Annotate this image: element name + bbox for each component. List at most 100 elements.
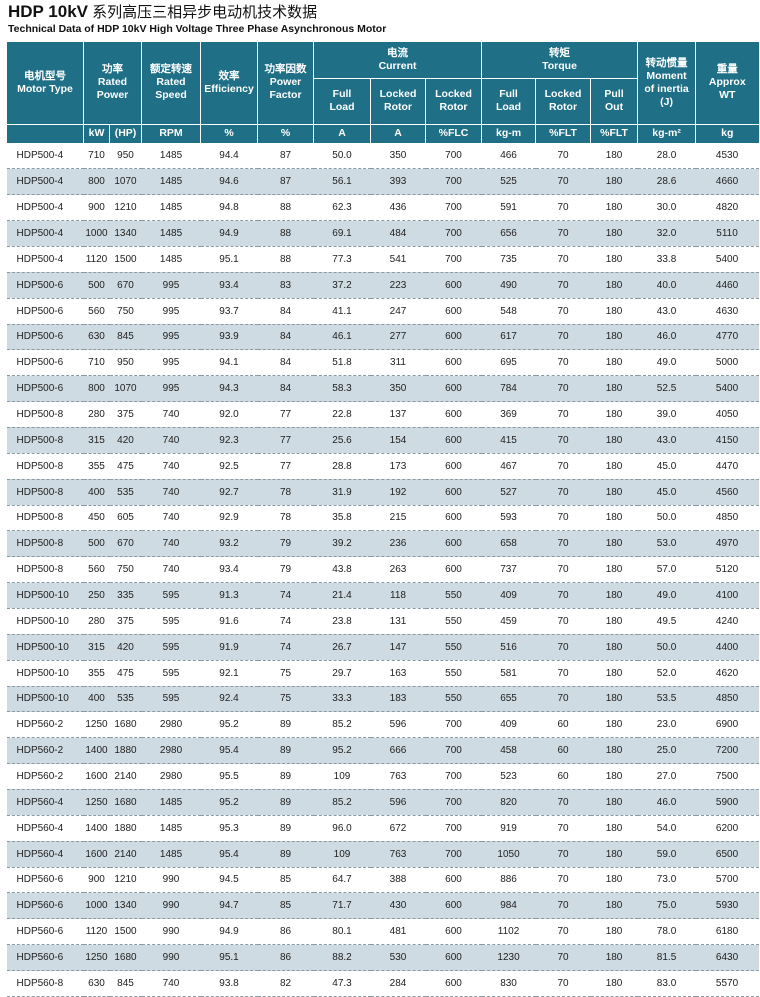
table-cell: 118: [370, 582, 426, 609]
table-cell: 490: [481, 272, 536, 299]
table-cell: 180: [590, 582, 638, 609]
header-power-factor-en2: Factor: [269, 89, 302, 102]
table-cell: 180: [590, 660, 638, 687]
table-cell: 995: [141, 324, 201, 351]
table-cell: 550: [425, 660, 482, 687]
table-cell: 1400: [83, 737, 110, 765]
table-cell: 600: [425, 298, 482, 325]
table-cell: 43.0: [637, 298, 696, 325]
table-cell: 763: [370, 763, 426, 790]
table-row: HDP560-6 1250 1680 990 95.1 86 88.2 530 600 1230 7…: [6, 944, 759, 971]
unit-cell: %FLT: [590, 124, 638, 144]
table-cell: 180: [590, 944, 638, 971]
motor-type-cell: HDP500-8: [6, 453, 84, 480]
header-efficiency-en: Efficiency: [204, 82, 254, 95]
table-row: HDP500-6 800 1070 995 94.3 84 58.3 350 600 784 70 1…: [6, 375, 759, 403]
table-cell: 70: [535, 401, 591, 428]
table-cell: 70: [535, 789, 591, 816]
table-cell: 180: [590, 892, 638, 920]
table-cell: 2980: [141, 711, 201, 739]
table-row: HDP560-6 900 1210 990 94.5 85 64.7 388 600 886 70 1…: [6, 867, 759, 894]
table-cell: 21.4: [313, 582, 371, 609]
table-cell: 595: [141, 582, 201, 609]
table-cell: 180: [590, 608, 638, 635]
table-cell: 700: [425, 143, 482, 170]
table-cell: 458: [481, 737, 536, 765]
table-cell: 1000: [83, 892, 110, 920]
table-row: HDP500-8 400 535 740 92.7 78 31.9 192 600 527 70 18…: [6, 479, 759, 506]
table-cell: 70: [535, 582, 591, 609]
table-cell: 70: [535, 324, 591, 351]
table-cell: 990: [141, 867, 201, 894]
header-rated-speed-cn: 额定转速: [150, 63, 193, 76]
motor-type-cell: HDP500-8: [6, 401, 84, 428]
table-cell: 1250: [83, 789, 110, 816]
motor-type-cell: HDP500-8: [6, 479, 84, 506]
table-cell: 180: [590, 246, 638, 273]
table-cell: 591: [481, 194, 536, 222]
table-cell: 247: [370, 298, 426, 325]
table-cell: 70: [535, 841, 591, 868]
table-cell: 69.1: [313, 220, 371, 247]
table-cell: 5570: [695, 970, 759, 997]
table-cell: 40.0: [637, 272, 696, 299]
table-cell: 180: [590, 789, 638, 816]
table-cell: 92.3: [200, 427, 258, 454]
table-cell: 62.3: [313, 194, 371, 222]
table-cell: 52.5: [637, 375, 696, 403]
table-cell: 886: [481, 867, 536, 894]
table-cell: 85: [257, 867, 314, 894]
header-rated-power-en2: Power: [96, 89, 129, 102]
table-cell: 84: [257, 349, 314, 377]
table-cell: 147: [370, 634, 426, 661]
table-cell: 695: [481, 349, 536, 377]
table-cell: 86: [257, 918, 314, 946]
table-cell: 180: [590, 737, 638, 765]
table-cell: 750: [109, 298, 142, 325]
table-cell: 475: [109, 453, 142, 480]
table-cell: 700: [425, 737, 482, 765]
table-cell: 740: [141, 401, 201, 428]
unit-blank: [6, 124, 84, 144]
table-cell: 60: [535, 737, 591, 765]
table-cell: 95.1: [200, 944, 258, 971]
table-cell: 33.8: [637, 246, 696, 273]
table-cell: 77.3: [313, 246, 371, 273]
table-cell: 710: [83, 349, 110, 377]
table-cell: 1600: [83, 763, 110, 790]
table-cell: 77: [257, 401, 314, 428]
table-cell: 77: [257, 427, 314, 454]
table-cell: 180: [590, 375, 638, 403]
table-cell: 516: [481, 634, 536, 661]
table-cell: 94.5: [200, 867, 258, 894]
table-cell: 335: [109, 582, 142, 609]
table-cell: 630: [83, 324, 110, 351]
table-cell: 6200: [695, 815, 759, 842]
table-cell: 70: [535, 246, 591, 273]
table-cell: 180: [590, 686, 638, 713]
motor-type-cell: HDP500-8: [6, 530, 84, 558]
table-cell: 600: [425, 944, 482, 971]
unit-cell: (HP): [108, 124, 142, 144]
table-cell: 393: [370, 168, 426, 196]
table-cell: 4660: [695, 168, 759, 196]
table-cell: 1050: [481, 841, 536, 868]
table-cell: 527: [481, 479, 536, 506]
table-cell: 670: [109, 272, 142, 299]
table-row: HDP560-2 1600 2140 2980 95.5 89 109 763 700 523 60…: [6, 763, 759, 790]
table-cell: 27.0: [637, 763, 696, 790]
table-cell: 6430: [695, 944, 759, 971]
table-row: HDP500-6 710 950 995 94.1 84 51.8 311 600 695 70 18…: [6, 349, 759, 377]
table-cell: 22.8: [313, 401, 371, 428]
table-cell: 550: [425, 686, 482, 713]
table-cell: 820: [481, 789, 536, 816]
header-current-full-load: Full Load: [313, 78, 371, 125]
unit-cell: kg-m: [481, 124, 536, 144]
table-cell: 355: [83, 660, 110, 687]
table-cell: 70: [535, 220, 591, 247]
table-cell: 600: [425, 970, 482, 997]
table-cell: 95.4: [200, 841, 258, 868]
table-cell: 600: [425, 479, 482, 506]
table-cell: 74: [257, 608, 314, 635]
table-cell: 45.0: [637, 479, 696, 506]
